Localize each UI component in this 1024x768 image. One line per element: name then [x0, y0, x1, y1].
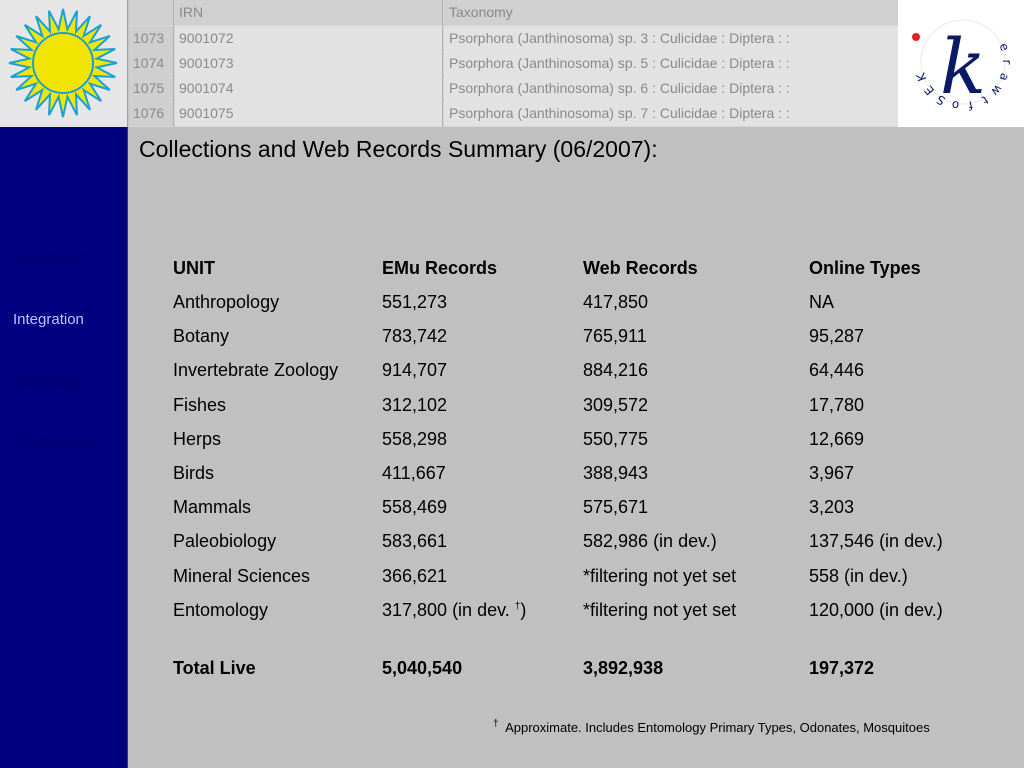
table-cell-web-records: 884,216: [583, 360, 649, 381]
grid-taxonomy-cell: Psorphora (Janthinosoma) sp. 5 : Culicid…: [444, 51, 898, 76]
ke-letter: k: [940, 22, 986, 111]
ke-dot-icon: [912, 33, 920, 41]
table-cell-emu-records: 583,661: [382, 531, 448, 552]
table-cell-web-records: 765,911: [583, 326, 647, 347]
sidebar-item-integration[interactable]: Integration: [13, 311, 84, 328]
sidebar: Automation Integration Challenges Future…: [0, 127, 128, 768]
grid-header-row: IRN Taxonomy: [129, 0, 898, 25]
table-cell-emu-records: 317,800 (in dev. †): [382, 599, 527, 620]
table-cell-unit: Botany: [173, 326, 230, 347]
table-cell-emu-records: 914,707: [382, 360, 448, 381]
table-cell-web-records: 388,943: [583, 463, 649, 483]
table-cell-unit: Paleobiology: [173, 531, 277, 552]
table-cell-online-types: 137,546 (in dev.): [809, 531, 943, 552]
grid-row-number: 1074: [129, 51, 174, 76]
table-cell-online-types: 95,287: [809, 326, 865, 347]
ke-ring-letter: t: [979, 93, 990, 108]
page-title: Collections and Web Records Summary (06/…: [139, 136, 658, 162]
footnote-text: Approximate. Includes Entomology Primary…: [505, 720, 930, 735]
smithsonian-sun-logo: [0, 0, 128, 127]
grid-irn-cell: 9001074: [175, 76, 443, 101]
table-cell-unit: Invertebrate Zoology: [173, 360, 339, 381]
table-cell-emu-records: 558,469: [382, 497, 448, 518]
sidebar-item-automation[interactable]: Automation: [13, 250, 89, 267]
table-cell-emu-records: 411,667: [382, 463, 446, 483]
ke-ring-letter: K: [913, 70, 929, 83]
table-cell-emu-records: 551,273: [382, 292, 448, 312]
grid-irn-cell: IRN: [175, 0, 443, 25]
table-cell-online-types: 3,967: [809, 463, 855, 483]
ke-ring-letter: r: [1000, 60, 1014, 65]
ke-ring-letter: e: [997, 41, 1013, 53]
footnote: † Approximate. Includes Entomology Prima…: [493, 718, 930, 735]
table-cell-unit: Mineral Sciences: [173, 565, 311, 586]
grid-row: 1075 9001074 Psorphora (Janthinosoma) sp. …: [129, 76, 898, 101]
sidebar-item-future-work[interactable]: Future Work: [13, 434, 96, 451]
ke-ring-letter: E: [922, 83, 938, 98]
grid-irn-cell: 9001075: [175, 101, 443, 126]
table-cell-web-records: *filtering not yet set: [583, 565, 737, 586]
table-cell-web-records: 309,572: [583, 394, 649, 415]
ke-ring-letter: f: [967, 98, 974, 113]
header-band: IRN Taxonomy 1073 9001072 Psorphora (Janthin…: [0, 0, 1024, 127]
grid-row-number: 1076: [129, 101, 174, 126]
footnote-mark: †: [493, 718, 499, 730]
sidebar-item-challenges[interactable]: Challenges: [13, 373, 89, 390]
grid-irn-cell: 9001072: [175, 26, 443, 51]
grid-row-number: 1075: [129, 76, 174, 101]
grid-row-number: 1073: [129, 26, 174, 51]
ke-ring-letter: o: [951, 98, 961, 113]
table-total-web-records: 3,892,938: [583, 658, 664, 678]
table-cell-web-records: 582,986 (in dev.): [583, 531, 717, 552]
grid-row: 1074 9001073 Psorphora (Janthinosoma) sp. …: [129, 51, 898, 76]
table-cell-emu-records: 558,298: [382, 428, 448, 449]
table-header-web-records: Web Records: [583, 258, 698, 278]
table-cell-online-types: 12,669: [809, 428, 865, 449]
grid-taxonomy-cell: Taxonomy: [444, 0, 898, 25]
table-total-online-types: 197,372: [809, 658, 875, 678]
table-cell-web-records: 575,671: [583, 497, 649, 518]
grid-taxonomy-cell: Psorphora (Janthinosoma) sp. 3 : Culicid…: [444, 26, 898, 51]
table-cell-unit: Fishes: [173, 394, 227, 415]
grid-row: 1076 9001075 Psorphora (Janthinosoma) sp. …: [129, 101, 898, 126]
table-cell-emu-records: 312,102: [382, 394, 448, 415]
table-cell-unit: Mammals: [173, 497, 252, 518]
table-cell-emu-records: 366,621: [382, 565, 448, 586]
table-cell-online-types: 17,780: [809, 394, 865, 415]
grid-row-number: [129, 0, 174, 25]
table-header-unit: UNIT: [173, 258, 215, 278]
table-cell-online-types: 120,000 (in dev.): [809, 599, 943, 620]
table-cell-online-types: 558 (in dev.): [809, 565, 908, 586]
table-header-emu-records: EMu Records: [382, 258, 498, 278]
table-total-unit: Total Live: [173, 658, 256, 678]
table-header-online-types: Online Types: [809, 258, 921, 278]
table-cell-online-types: 64,446: [809, 360, 865, 381]
table-cell-unit: Birds: [173, 463, 215, 483]
sun-logo-icon: [8, 8, 118, 118]
table-cell-unit: Entomology: [173, 599, 269, 620]
table-cell-web-records: 417,850: [583, 292, 649, 312]
records-grid-screenshot: IRN Taxonomy 1073 9001072 Psorphora (Janthin…: [129, 0, 898, 127]
ke-ring-letter: a: [997, 71, 1013, 83]
table-cell-unit: Herps: [173, 428, 222, 449]
table-cell-emu-records: 783,742: [382, 326, 448, 347]
table-cell-web-records: *filtering not yet set: [583, 599, 737, 620]
table-cell-online-types: 3,203: [809, 497, 855, 518]
table-cell-web-records: 550,775: [583, 428, 649, 449]
grid-taxonomy-cell: Psorphora (Janthinosoma) sp. 6 : Culicid…: [444, 76, 898, 101]
grid-irn-cell: 9001073: [175, 51, 443, 76]
grid-taxonomy-cell: Psorphora (Janthinosoma) sp. 7 : Culicid…: [444, 101, 898, 126]
table-cell-unit: Anthropology: [173, 292, 280, 312]
table-cell-online-types: NA: [809, 292, 835, 312]
ke-ring-letter: w: [988, 82, 1005, 99]
table-total-emu-records: 5,040,540: [382, 658, 463, 678]
grid-row: 1073 9001072 Psorphora (Janthinosoma) sp. …: [129, 26, 898, 51]
